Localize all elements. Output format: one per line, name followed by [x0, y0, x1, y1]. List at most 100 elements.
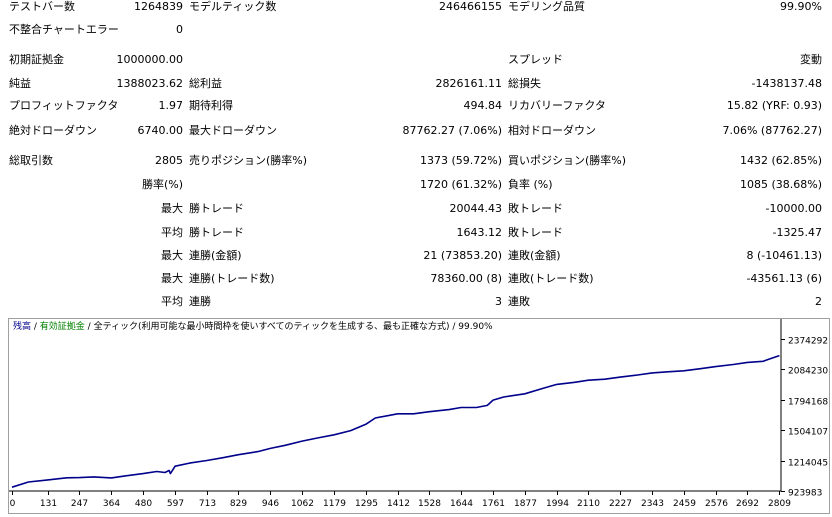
stat-value: 7.06% (87762.27) [722, 124, 822, 137]
stat-label: モデリング品質 [508, 0, 585, 13]
x-tick-label: 597 [167, 499, 184, 509]
stat-value: 21 (73853.20) [423, 249, 502, 262]
stat-label: 相対ドローダウン [508, 124, 596, 137]
x-tick-label: 829 [230, 499, 247, 509]
stat-value: 3 [495, 295, 502, 308]
legend-model: 全ティック(利用可能な最小時間枠を使いすべてのティックを生成する、最も正確な方式… [93, 322, 450, 332]
x-tick-label: 2576 [705, 499, 728, 509]
stat-value: 最大 [161, 249, 183, 262]
stat-label: 期待利得 [189, 99, 233, 112]
y-tick-label: 1504107 [788, 428, 828, 438]
stat-value: 平均 [161, 295, 183, 308]
stat-label: 勝トレード [189, 202, 244, 215]
stat-label: 連敗 [508, 295, 530, 308]
x-tick-label: 0 [10, 499, 16, 509]
x-tick-label: 1062 [291, 499, 314, 509]
stat-label: 純益 [9, 77, 31, 90]
x-tick-label: 1528 [418, 499, 441, 509]
stat-label: 連勝 [189, 295, 211, 308]
stat-value: 1264839 [134, 0, 183, 13]
stat-label: 不整合チャートエラー [9, 23, 119, 36]
y-tick-label: 923983 [788, 489, 822, 499]
x-tick-label: 946 [262, 499, 279, 509]
stat-label: 売りポジション(勝率%) [189, 154, 308, 167]
x-tick-label: 1644 [450, 499, 473, 509]
stat-label: 連勝(金額) [189, 249, 242, 262]
x-tick-label: 1412 [387, 499, 410, 509]
x-tick-label: 1761 [482, 499, 505, 509]
stat-label: スプレッド [508, 53, 563, 66]
x-tick-label: 2343 [641, 499, 664, 509]
stat-value: -10000.00 [765, 202, 822, 215]
stat-label: プロフィットファクタ [9, 99, 119, 112]
stat-label: 総取引数 [9, 154, 53, 167]
y-tick-label: 2084230 [788, 367, 828, 377]
x-tick-label: 2809 [768, 499, 791, 509]
stat-value: 87762.27 (7.06%) [402, 124, 502, 137]
stat-value: 8 (-10461.13) [746, 249, 822, 262]
stat-label: 絶対ドローダウン [9, 124, 97, 137]
stat-value: 1085 (38.68%) [739, 178, 822, 191]
y-tick-label: 1794168 [788, 398, 828, 408]
stat-value: 1643.12 [456, 226, 503, 239]
stat-value: 2805 [155, 154, 183, 167]
stat-value: -43561.13 (6) [746, 272, 822, 285]
x-tick-label: 1994 [546, 499, 569, 509]
stat-label: 負率 (%) [508, 178, 553, 191]
report-stats: テストバー数 1264839 モデルティック数 246466155 モデリング品質 99.… [9, 0, 822, 308]
stat-value: 最大 [161, 202, 183, 215]
x-tick-label: 2110 [577, 499, 600, 509]
legend-separator: / [84, 322, 94, 332]
legend-quality: / 99.90% [449, 322, 493, 332]
legend-separator: / [31, 322, 40, 332]
x-tick-label: 1877 [514, 499, 537, 509]
stat-label: 敗トレード [508, 226, 563, 239]
stat-value: 78360.00 (8) [430, 272, 502, 285]
stat-label: 買いポジション(勝率%) [508, 154, 627, 167]
stat-value: 2 [815, 295, 822, 308]
x-tick-label: 2459 [673, 499, 696, 509]
y-tick-label: 2374292 [788, 337, 828, 347]
x-tick-label: 247 [71, 499, 88, 509]
stat-value: 6740.00 [137, 124, 184, 137]
stat-label: 連勝(トレード数) [189, 272, 275, 285]
stat-value: 勝率(%) [141, 178, 183, 191]
stat-label: 総利益 [189, 77, 222, 90]
stat-value: 246466155 [439, 0, 502, 13]
stat-value: 20044.43 [449, 202, 503, 215]
balance-line [11, 354, 780, 488]
chart-legend: 残高 / 有効証拠金 / 全ティック(利用可能な最小時間枠を使いすべてのティック… [13, 322, 493, 333]
stat-label: モデルティック数 [189, 0, 277, 13]
stat-label: 勝トレード [189, 226, 244, 239]
stat-label: 最大ドローダウン [189, 124, 277, 137]
stat-value: 2826161.11 [435, 77, 502, 90]
x-tick-label: 131 [40, 499, 57, 509]
stat-label: テストバー数 [9, 0, 75, 13]
stat-value: 99.90% [780, 0, 822, 13]
stat-label: 総損失 [508, 77, 541, 90]
stat-label: 初期証拠金 [9, 53, 64, 66]
stat-value: 1.97 [158, 99, 184, 112]
stat-label: 連敗(金額) [508, 249, 561, 262]
x-tick-label: 480 [135, 499, 152, 509]
stat-value: 0 [176, 23, 183, 36]
stat-value: 1720 (61.32%) [419, 178, 502, 191]
legend-balance: 残高 [13, 322, 32, 332]
stat-value: 1432 (62.85%) [739, 154, 822, 167]
x-tick-label: 1295 [355, 499, 378, 509]
stat-label: 連敗(トレード数) [508, 272, 594, 285]
stat-label: 敗トレード [508, 202, 563, 215]
balance-line-chart: 923983 1214045 1504107 1794168 2084230 237429… [9, 319, 828, 509]
stat-value: 494.84 [463, 99, 503, 112]
x-tick-label: 364 [103, 499, 120, 509]
y-tick-label: 1214045 [788, 459, 828, 469]
stat-value: 15.82 (YRF: 0.93) [726, 99, 822, 112]
balance-chart-panel: 残高 / 有効証拠金 / 全ティック(利用可能な最小時間枠を使いすべてのティック… [8, 318, 830, 514]
x-tick-label: 2692 [736, 499, 759, 509]
stat-value: -1325.47 [772, 226, 822, 239]
stat-value: 変動 [800, 53, 822, 66]
legend-equity: 有効証拠金 [39, 322, 85, 332]
x-tick-label: 713 [199, 499, 216, 509]
stat-value: 1000000.00 [116, 53, 183, 66]
x-tick-label: 1179 [323, 499, 346, 509]
